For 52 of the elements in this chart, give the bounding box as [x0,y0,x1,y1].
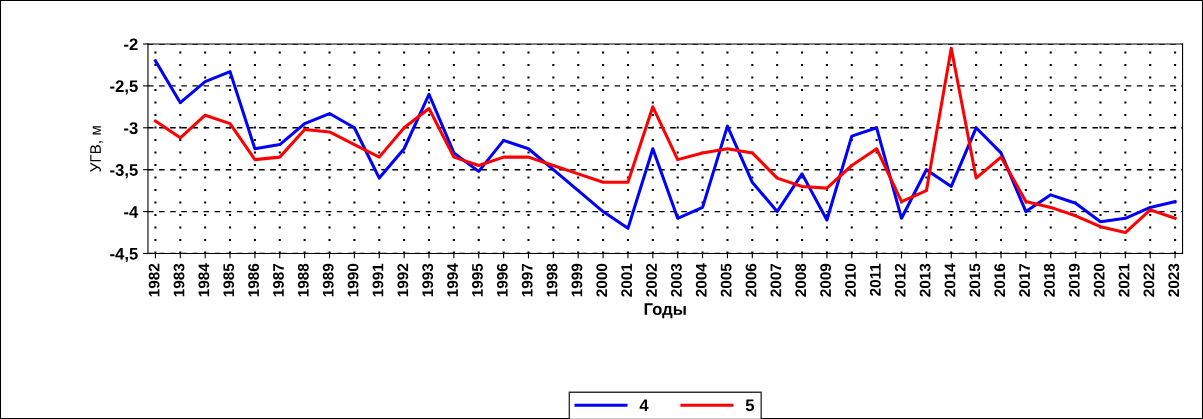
x-tick-label: 2012 [894,263,906,297]
x-tick-label: 1992 [397,263,409,297]
x-tick-label: 1999 [571,263,583,297]
x-tick-label: 2009 [820,263,832,297]
x-tick-label: 1988 [297,263,309,297]
x-tick-label: 2007 [770,263,782,297]
x-tick-label: 2021 [1118,263,1130,297]
y-tick-label: -3,5 [110,164,138,179]
x-tick-label: 2015 [969,263,981,297]
x-tick-label: 2003 [670,263,682,297]
legend-label: 5 [745,399,755,412]
x-tick-label: 2011 [869,263,881,296]
x-tick-label: 1986 [248,263,260,297]
x-axis-title: Годы [644,303,686,319]
x-tick-label: 2008 [795,263,807,297]
x-tick-label: 2022 [1143,263,1155,297]
x-tick-label: 2018 [1044,263,1055,297]
x-tick-label: 2019 [1068,263,1080,297]
x-tick-label: 2013 [919,263,931,297]
x-tick-label: 2016 [994,263,1006,297]
x-tick-label: 1987 [273,263,284,297]
x-tick-label: 1990 [347,263,359,297]
x-tick-label: 1985 [223,263,235,297]
x-tick-label: 2002 [646,263,657,297]
y-tick-label: -2 [124,38,138,51]
y-axis-title: УГВ, м [90,126,103,172]
x-tick-label: 1994 [447,263,458,297]
x-tick-label: 2004 [695,263,707,297]
x-tick-label: 1983 [173,263,185,297]
x-tick-label: 2023 [1168,263,1180,297]
x-tick-label: 2000 [596,263,608,297]
x-tick-label: 1995 [472,263,483,297]
x-tick-label: 2010 [845,263,856,297]
y-tick-label: -4 [124,206,139,218]
x-tick-label: 2001 [621,263,633,297]
x-tick-label: 1993 [422,263,434,297]
legend-label: 4 [639,399,649,412]
x-tick-label: 1991 [372,263,384,297]
x-tick-label: 1989 [322,263,334,297]
x-tick-label: 2017 [1019,263,1030,297]
x-tick-label: 1997 [521,263,533,297]
x-tick-label: 2020 [1093,263,1105,297]
y-tick-label: -2,5 [110,80,138,95]
x-tick-label: 2006 [745,263,757,297]
y-tick-label: -4,5 [110,248,138,263]
x-tick-label: 2014 [944,263,956,297]
x-tick-label: 1982 [148,263,160,297]
x-tick-label: 1984 [198,263,210,297]
x-tick-label: 2005 [720,263,732,297]
y-tick-label: -3 [124,122,138,135]
x-tick-label: 1996 [496,263,508,297]
x-tick-label: 1998 [546,263,558,297]
